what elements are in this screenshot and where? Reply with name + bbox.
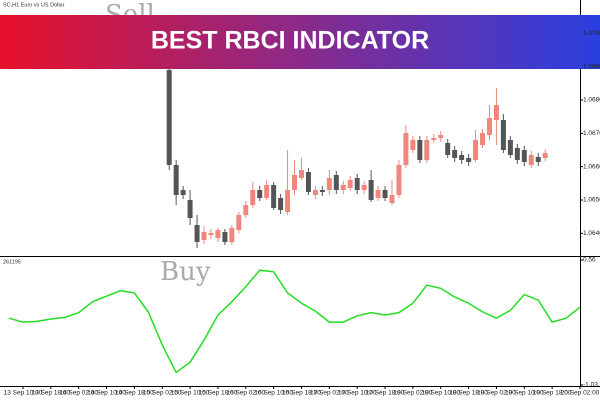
indicator-line bbox=[8, 269, 581, 374]
x-tick-label: 13 Sep 10:00 bbox=[4, 390, 43, 397]
candle-body bbox=[201, 232, 207, 240]
candle-body bbox=[305, 172, 311, 192]
candle-body bbox=[194, 225, 200, 242]
candle-body bbox=[417, 140, 423, 160]
x-tick-label: 15 Sep 18:00 bbox=[199, 390, 238, 397]
x-tick-label: 14 Sep 18:00 bbox=[115, 390, 154, 397]
candle-body bbox=[521, 150, 527, 162]
candle-body bbox=[319, 190, 325, 192]
x-tick-label: 19 Sep 10:00 bbox=[505, 390, 544, 397]
x-tick-label: 17 Sep 02:00 bbox=[310, 390, 349, 397]
x-tick-label: 17 Sep 18:00 bbox=[366, 390, 405, 397]
candle-body bbox=[410, 140, 416, 150]
x-tick-label: 14 Sep 02:00 bbox=[59, 390, 98, 397]
candle-body bbox=[480, 133, 486, 145]
candle-body bbox=[264, 185, 270, 198]
candle-body bbox=[514, 148, 520, 160]
candle-body bbox=[166, 70, 172, 165]
candle-body bbox=[298, 170, 304, 178]
indicator-label: 261195 bbox=[3, 259, 21, 265]
candle-body bbox=[452, 150, 458, 158]
y-tick-label: 1.0670 bbox=[583, 130, 600, 137]
x-tick-label: 16 Sep 10:00 bbox=[254, 390, 293, 397]
candle-body bbox=[173, 165, 179, 195]
candle-body bbox=[236, 215, 242, 230]
candle-body bbox=[250, 190, 256, 205]
candle-body bbox=[424, 140, 430, 160]
candle-body bbox=[473, 140, 479, 160]
candle-body bbox=[222, 232, 228, 242]
candle-body bbox=[493, 105, 499, 120]
y-tick-label: 1.0650 bbox=[583, 197, 600, 204]
x-tick-label: 19 Sep 18:00 bbox=[533, 390, 572, 397]
buy-annotation: Buy bbox=[160, 257, 211, 287]
candle-body bbox=[507, 140, 513, 155]
candle-body bbox=[340, 185, 346, 190]
candle-body bbox=[243, 205, 249, 215]
candle-body bbox=[347, 180, 353, 188]
candle-body bbox=[403, 133, 409, 165]
candle-body bbox=[445, 143, 451, 155]
candle-body bbox=[180, 190, 186, 195]
candle-body bbox=[466, 158, 472, 162]
candle-body bbox=[382, 190, 388, 198]
y-tick-label: 1.0700 bbox=[583, 30, 600, 37]
y-tick-label: -1.03 bbox=[583, 382, 598, 389]
x-tick-label: 16 Sep 18:00 bbox=[282, 390, 321, 397]
candle-body bbox=[257, 190, 263, 198]
candle-body bbox=[459, 155, 465, 160]
x-tick-label: 16 Sep 02:00 bbox=[226, 390, 265, 397]
y-tick-label: 1.0680 bbox=[583, 97, 600, 104]
candle-body bbox=[285, 190, 291, 212]
candle-body bbox=[535, 157, 541, 162]
symbol-label: SC,H1 Euro vs US Dollar bbox=[3, 2, 65, 8]
x-tick-label: 17 Sep 10:00 bbox=[338, 390, 377, 397]
price-pane bbox=[166, 32, 583, 248]
candle-body bbox=[312, 190, 318, 195]
y-tick-label: 1.0690 bbox=[583, 63, 600, 70]
x-tick-label: 13 Sep 18:00 bbox=[31, 390, 70, 397]
candle-body bbox=[208, 233, 214, 235]
candle-body bbox=[431, 138, 437, 140]
candle-body bbox=[278, 198, 284, 210]
candle-body bbox=[368, 180, 374, 200]
x-tick-label: 19 Sep 02:00 bbox=[477, 390, 516, 397]
candle-body bbox=[486, 118, 492, 135]
x-tick-label: 18 Sep 18:00 bbox=[449, 390, 488, 397]
candle-body bbox=[438, 135, 444, 138]
x-tick-label: 18 Sep 10:00 bbox=[421, 390, 460, 397]
candle-body bbox=[271, 185, 277, 208]
candle-body bbox=[500, 120, 506, 150]
candle-body bbox=[326, 178, 332, 190]
candle-body bbox=[333, 175, 339, 190]
x-tick-label: 20 Sep 02:00 bbox=[561, 390, 600, 397]
y-tick-label: 0.56 bbox=[583, 257, 596, 264]
banner-title: BEST RBCI INDICATOR bbox=[151, 27, 429, 55]
x-tick-label: 15 Sep 10:00 bbox=[171, 390, 210, 397]
candle-body bbox=[215, 230, 221, 238]
candle-body bbox=[375, 190, 381, 198]
y-tick-label: 1.0660 bbox=[583, 163, 600, 170]
candle-body bbox=[187, 200, 193, 218]
candle-body bbox=[528, 155, 534, 165]
x-tick-label: 14 Sep 10:00 bbox=[87, 390, 126, 397]
candle-body bbox=[389, 195, 395, 203]
candle-body bbox=[354, 178, 360, 190]
x-tick-label: 18 Sep 02:00 bbox=[394, 390, 433, 397]
candle-body bbox=[542, 153, 548, 158]
candle-body bbox=[292, 175, 298, 190]
x-tick-label: 15 Sep 02:00 bbox=[143, 390, 182, 397]
candle-body bbox=[396, 165, 402, 195]
candle-body bbox=[361, 185, 367, 190]
banner bbox=[0, 15, 600, 69]
candle-body bbox=[229, 228, 235, 242]
